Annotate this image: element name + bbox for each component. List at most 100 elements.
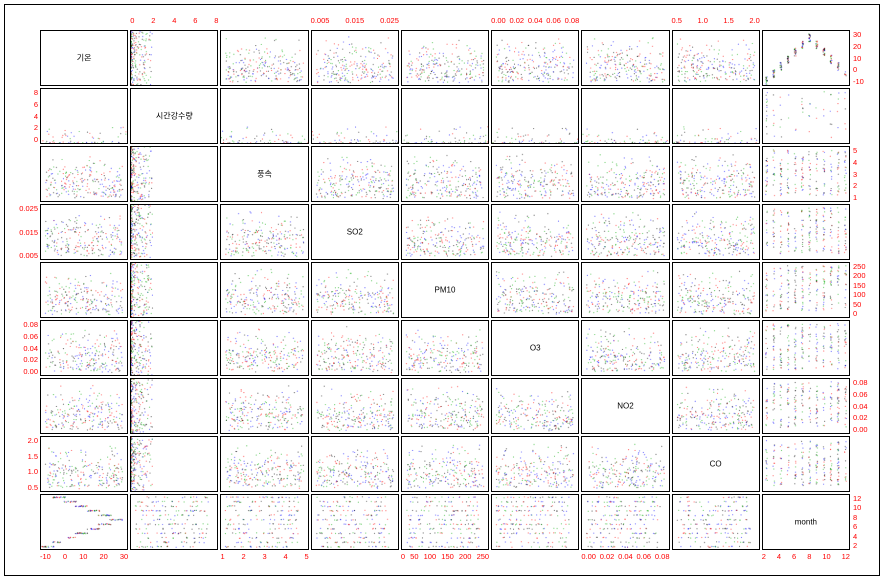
scatter-canvas — [673, 263, 759, 317]
tick-label: 3 — [262, 552, 266, 561]
tick-label: -10 — [853, 77, 883, 86]
scatter-cell — [672, 88, 760, 144]
tick-label: 6 — [8, 100, 38, 109]
scatter-cell — [220, 262, 308, 318]
tick-label: 5 — [853, 146, 883, 155]
scatter-cell — [401, 320, 489, 376]
scatter-cell — [401, 146, 489, 202]
tick-label: 8 — [807, 552, 811, 561]
scatter-canvas — [221, 263, 307, 317]
tick-label: 8 — [214, 16, 218, 25]
tick-label: 0.04 — [853, 402, 883, 411]
scatter-cell — [40, 378, 128, 434]
scatter-cell — [401, 494, 489, 550]
scatter-cell — [130, 320, 218, 376]
scatter-cell — [672, 494, 760, 550]
axis-top: 0.51.01.52.0 — [672, 16, 760, 25]
scatter-canvas — [402, 31, 488, 85]
scatter-canvas — [131, 437, 217, 491]
tick-label: 0.06 — [637, 552, 652, 561]
tick-label: 6 — [792, 552, 796, 561]
scatter-canvas — [402, 437, 488, 491]
scatter-cell — [130, 494, 218, 550]
scatter-canvas — [312, 379, 398, 433]
scatter-canvas — [131, 379, 217, 433]
tick-label: 0.025 — [8, 204, 38, 213]
scatter-cell — [581, 204, 669, 260]
tick-label: 0.04 — [618, 552, 633, 561]
variable-label: 기온 — [77, 53, 92, 64]
scatter-canvas — [312, 495, 398, 549]
scatter-canvas — [221, 31, 307, 85]
scatter-canvas — [41, 147, 127, 201]
diagonal-cell: SO2 — [311, 204, 399, 260]
scatter-canvas — [131, 321, 217, 375]
scatter-cell — [491, 146, 579, 202]
scatter-cell — [581, 88, 669, 144]
scatter-cell — [40, 494, 128, 550]
tick-label: 2 — [151, 16, 155, 25]
scatter-canvas — [492, 205, 578, 259]
scatter-canvas — [131, 495, 217, 549]
scatter-cell — [581, 494, 669, 550]
scatter-canvas — [673, 495, 759, 549]
axis-left: 2.01.51.00.5 — [8, 436, 38, 492]
diagonal-cell: month — [762, 494, 850, 550]
axis-right: 12108642 — [853, 494, 883, 550]
tick-label: 0.00 — [8, 367, 38, 376]
tick-label: 0.00 — [491, 16, 506, 25]
scatter-cell — [581, 262, 669, 318]
scatter-cell — [672, 320, 760, 376]
scatter-canvas — [402, 495, 488, 549]
tick-label: 0.025 — [380, 16, 399, 25]
scatter-cell — [491, 378, 579, 434]
axis-top: 0.000.020.040.060.08 — [491, 16, 579, 25]
scatter-canvas — [221, 379, 307, 433]
tick-label: 0.08 — [565, 16, 580, 25]
axis-right: 0.080.060.040.020.00 — [853, 378, 883, 434]
scatter-cell — [130, 378, 218, 434]
axis-top: 0.0050.0150.025 — [311, 16, 399, 25]
scatter-cell — [401, 88, 489, 144]
scatter-cell — [672, 146, 760, 202]
tick-label: 0.5 — [8, 483, 38, 492]
tick-label: 20 — [99, 552, 107, 561]
tick-label: 0.005 — [311, 16, 330, 25]
scatter-cell — [220, 88, 308, 144]
scatter-cell — [491, 262, 579, 318]
scatter-canvas — [492, 495, 578, 549]
axis-left: 86420 — [8, 88, 38, 144]
scatter-cell — [581, 30, 669, 86]
axis-bottom: 12345 — [220, 552, 308, 561]
tick-label: 50 — [410, 552, 418, 561]
scatter-cell — [491, 436, 579, 492]
scatter-canvas — [492, 31, 578, 85]
scatter-canvas — [582, 321, 668, 375]
scatter-cell — [672, 30, 760, 86]
tick-label: 0.02 — [8, 355, 38, 364]
scatter-canvas — [41, 205, 127, 259]
tick-label: 8 — [853, 513, 883, 522]
tick-label: 0.08 — [655, 552, 670, 561]
scatter-canvas — [221, 437, 307, 491]
scatter-cell — [581, 320, 669, 376]
scatter-canvas — [582, 263, 668, 317]
scatter-canvas — [492, 437, 578, 491]
tick-label: 0.02 — [600, 552, 615, 561]
scatter-cell — [401, 436, 489, 492]
scatter-canvas — [763, 321, 849, 375]
scatter-canvas — [402, 321, 488, 375]
tick-label: 4 — [172, 16, 176, 25]
scatter-cell — [130, 262, 218, 318]
axis-bottom: 050100150200250 — [401, 552, 489, 561]
scatter-cell — [311, 378, 399, 434]
tick-label: 4 — [777, 552, 781, 561]
tick-label: 0.06 — [853, 390, 883, 399]
scatter-cell — [311, 30, 399, 86]
scatter-canvas — [492, 263, 578, 317]
tick-label: 30 — [853, 30, 883, 39]
variable-label: 시간강수량 — [156, 111, 193, 122]
scatter-canvas — [41, 321, 127, 375]
axis-right: 3020100-10 — [853, 30, 883, 86]
tick-label: 30 — [120, 552, 128, 561]
